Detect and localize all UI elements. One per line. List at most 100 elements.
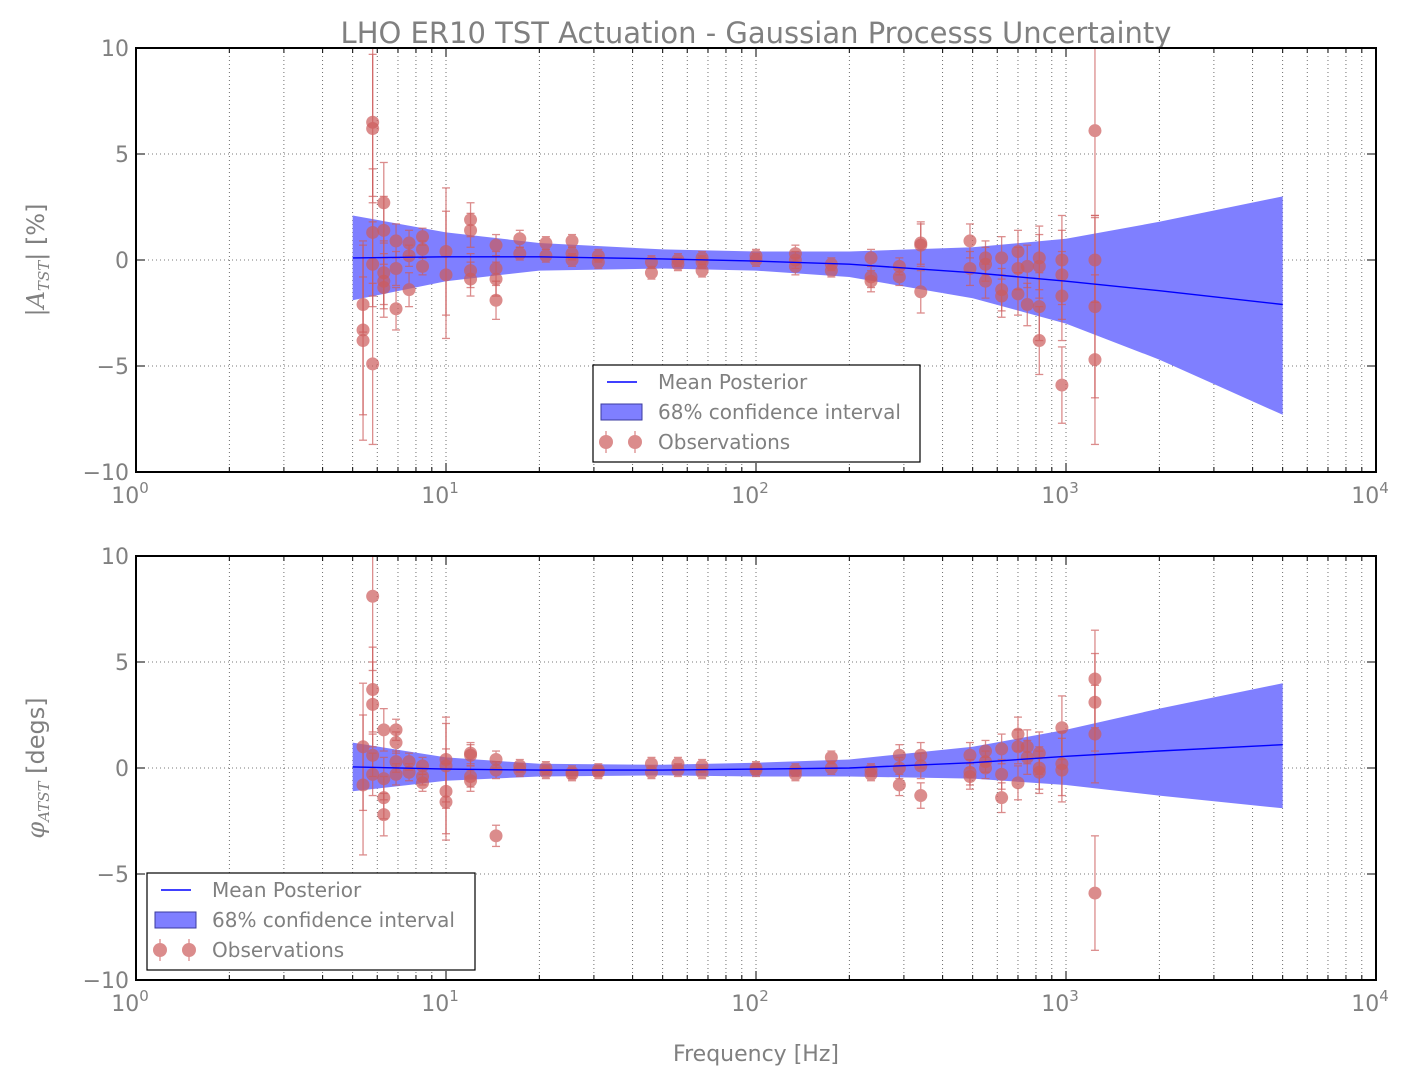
- observation-marker: [565, 234, 579, 248]
- observation-point: [513, 763, 527, 778]
- plot-area: [352, 48, 1283, 446]
- observation-point: [1032, 305, 1046, 376]
- y-axis-label-main: φ: [22, 822, 50, 839]
- observation-point: [489, 824, 503, 848]
- observation-marker: [377, 808, 391, 822]
- observation-marker: [389, 767, 403, 781]
- observation-marker: [416, 242, 430, 256]
- observation-marker: [788, 253, 802, 267]
- observation-point: [366, 661, 380, 748]
- y-tick-label: 5: [115, 143, 129, 168]
- observations: [356, 556, 1102, 951]
- observation-marker: [1020, 298, 1034, 312]
- x-tick-exponent: 2: [759, 987, 769, 1005]
- observation-point: [1088, 48, 1102, 217]
- observation-marker: [1088, 886, 1102, 900]
- y-axis-label: |ATST| [%]: [22, 204, 53, 317]
- observation-point: [644, 265, 658, 280]
- observation-marker: [914, 759, 928, 773]
- observation-marker: [1011, 776, 1025, 790]
- observation-point: [356, 240, 370, 441]
- observation-marker: [565, 253, 579, 267]
- observation-marker: [366, 767, 380, 781]
- observation-marker: [439, 268, 453, 282]
- observation-point: [963, 763, 977, 790]
- observation-point: [513, 246, 527, 261]
- observation-marker: [824, 264, 838, 278]
- x-tick-exponent: 1: [449, 479, 459, 497]
- observation-point: [892, 267, 906, 287]
- observation-marker: [389, 755, 403, 769]
- observations: [356, 48, 1102, 446]
- x-tick-label: 104: [1351, 479, 1389, 509]
- observation-marker: [464, 774, 478, 788]
- observation-point: [565, 233, 579, 248]
- observation-point: [824, 263, 838, 278]
- x-axis-label: Frequency [Hz]: [673, 1042, 839, 1067]
- y-axis-label-subscript: ATST: [35, 781, 53, 824]
- y-axis-label-subscript: TST: [35, 260, 53, 291]
- x-tick-label: 103: [1041, 479, 1079, 509]
- y-tick-label: 0: [115, 249, 129, 274]
- x-tick-exponent: 2: [759, 479, 769, 497]
- y-tick-label: 10: [101, 545, 129, 570]
- x-tick-exponent: 3: [1069, 479, 1079, 497]
- x-tick-exponent: 0: [139, 987, 149, 1005]
- observation-marker: [979, 274, 993, 288]
- observation-marker: [416, 230, 430, 244]
- observation-marker: [513, 247, 527, 261]
- observation-marker: [995, 767, 1009, 781]
- observation-marker: [644, 266, 658, 280]
- ticks: [135, 47, 1377, 473]
- observation-marker: [489, 829, 503, 843]
- observation-point: [695, 263, 709, 278]
- observation-marker: [389, 302, 403, 316]
- observation-marker: [892, 761, 906, 775]
- observation-point: [1011, 272, 1025, 316]
- observation-marker: [671, 253, 685, 267]
- ticks: [135, 555, 1377, 981]
- observation-marker: [963, 748, 977, 762]
- legend-label-mean: Mean Posterior: [658, 370, 808, 394]
- y-tick-label: −5: [97, 355, 129, 380]
- observation-marker: [366, 122, 380, 136]
- observation-marker: [402, 249, 416, 263]
- observation-marker: [356, 778, 370, 792]
- observation-marker: [416, 259, 430, 273]
- observation-marker: [464, 223, 478, 237]
- observation-point: [1055, 250, 1069, 342]
- x-tick-exponent: 1: [449, 987, 459, 1005]
- legend: Mean Posterior 68% confidence interval Obs…: [592, 364, 921, 463]
- y-axis-label-tail: | [%]: [22, 204, 50, 261]
- observation-marker: [892, 259, 906, 273]
- y-axis-label: φATST [degs]: [22, 697, 53, 838]
- confidence-band: [352, 683, 1283, 809]
- observation-marker: [749, 761, 763, 775]
- observation-point: [416, 257, 430, 276]
- observation-point: [389, 731, 403, 754]
- observation-marker: [416, 776, 430, 790]
- observation-marker: [892, 778, 906, 792]
- observation-marker: [539, 236, 553, 250]
- observation-point: [377, 707, 391, 752]
- observation-marker: [1011, 740, 1025, 754]
- observation-marker: [824, 750, 838, 764]
- observation-marker: [892, 270, 906, 284]
- mean-posterior-line: [352, 256, 1283, 306]
- observation-marker: [963, 769, 977, 783]
- observation-marker: [366, 589, 380, 603]
- observation-point: [402, 272, 416, 308]
- observation-marker: [377, 281, 391, 295]
- observation-marker: [389, 736, 403, 750]
- observation-marker: [1088, 124, 1102, 138]
- observation-marker: [1032, 334, 1046, 348]
- observation-marker: [464, 748, 478, 762]
- x-tick-label: 102: [731, 987, 769, 1017]
- observation-marker: [695, 264, 709, 278]
- observation-point: [864, 767, 878, 782]
- observation-marker: [402, 755, 416, 769]
- observation-marker: [914, 238, 928, 252]
- observation-marker: [695, 765, 709, 779]
- observation-point: [366, 221, 380, 308]
